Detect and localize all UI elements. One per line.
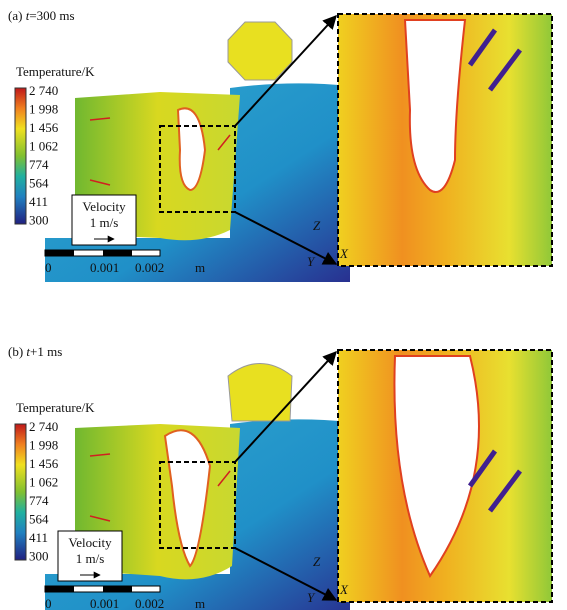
scale-segment (103, 250, 132, 256)
colorbar-label: 2 740 (29, 83, 58, 98)
colorbar-label: 1 062 (29, 139, 58, 154)
colorbar-label: 564 (29, 512, 49, 527)
figure: (a) t=300 ms Temperature/K 2 740 1 998 1 456… (0, 0, 567, 610)
axis-label: Z (313, 218, 321, 233)
panel-label: (b) t+1 ms (8, 344, 62, 359)
colorbar-label: 774 (29, 157, 49, 172)
colorbar-label: 774 (29, 493, 49, 508)
colorbar-title: Temperature/K (16, 400, 95, 415)
label-part: =300 ms (29, 8, 74, 23)
colorbar-label: 300 (29, 213, 49, 228)
colorbar-label: 1 456 (29, 120, 59, 135)
velocity-text: Velocity (82, 199, 126, 214)
colorbar-label: 2 740 (29, 419, 58, 434)
panel: (a) t=300 ms Temperature/K 2 740 1 998 1 456… (8, 8, 552, 282)
colorbar-label: 411 (29, 530, 48, 545)
colorbar-title: Temperature/K (16, 64, 95, 79)
colorbar (15, 88, 26, 224)
label-part: (a) (8, 8, 26, 23)
label-part: +1 ms (30, 344, 62, 359)
panel-label: (a) t=300 ms (8, 8, 75, 23)
scale-label: 0.002 (135, 260, 164, 275)
colorbar-label: 411 (29, 194, 48, 209)
scale-segment (45, 586, 74, 592)
colorbar (15, 424, 26, 560)
scale-segment (103, 586, 132, 592)
scale-label: 0.001 (90, 260, 119, 275)
scale-label: 0.002 (135, 596, 164, 610)
colorbar-label: 1 998 (29, 438, 58, 453)
scale-label: 0 (45, 596, 52, 610)
panel: (b) t+1 ms Temperature/K 2 740 1 998 1 456 1 … (8, 344, 552, 610)
powder (228, 364, 292, 422)
colorbar-label: 1 062 (29, 475, 58, 490)
velocity-text: 1 m/s (76, 551, 105, 566)
label-part: (b) (8, 344, 26, 359)
velocity-text: Velocity (68, 535, 112, 550)
colorbar-label: 300 (29, 549, 49, 564)
scale-label: 0 (45, 260, 52, 275)
scale-label: m (195, 596, 205, 610)
axis-label: X (339, 582, 349, 597)
axis-label: Z (313, 554, 321, 569)
colorbar-label: 564 (29, 176, 49, 191)
colorbar-label: 1 998 (29, 102, 58, 117)
colorbar-label: 1 456 (29, 456, 59, 471)
velocity-text: 1 m/s (90, 215, 119, 230)
scale-label: m (195, 260, 205, 275)
powder (228, 22, 292, 80)
scale-segment (45, 250, 74, 256)
axis-label: X (339, 246, 349, 261)
scale-label: 0.001 (90, 596, 119, 610)
